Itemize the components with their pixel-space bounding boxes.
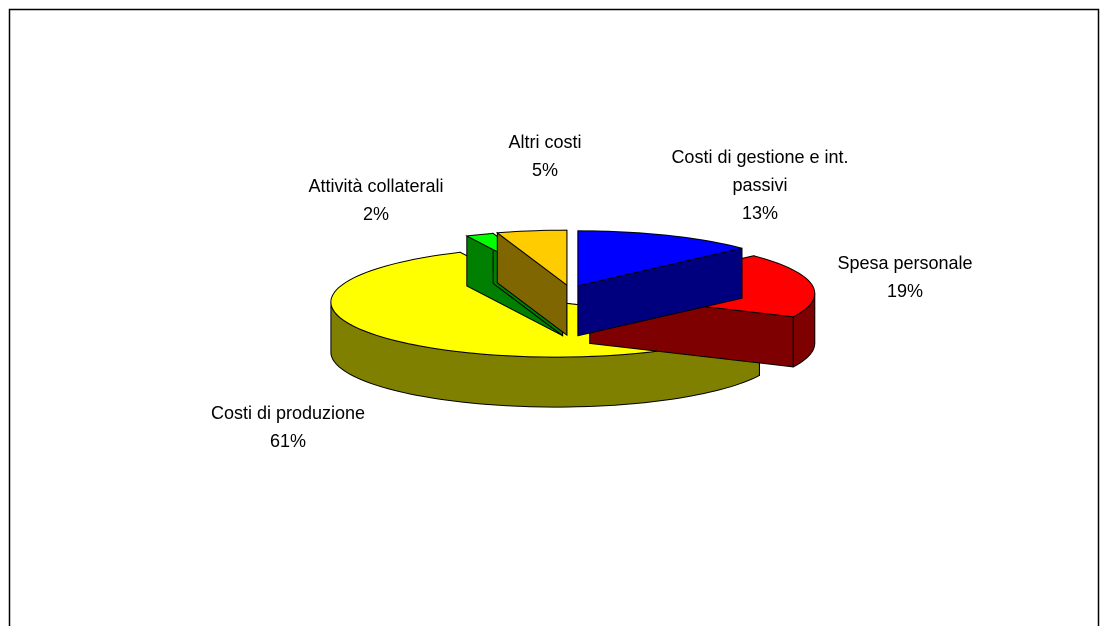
pie-slice xyxy=(577,230,743,287)
slice-label: Costi di gestione e int. passivi 13% xyxy=(670,143,850,227)
category-label: Attività collaterali xyxy=(308,176,444,196)
pie-slice xyxy=(495,229,568,287)
value-label: 5% xyxy=(531,160,558,180)
slice-label: Altri costi 5% xyxy=(465,128,625,184)
value-label: 2% xyxy=(362,204,389,224)
category-label: Spesa personale xyxy=(837,253,973,273)
value-label: 13% xyxy=(741,203,779,223)
value-label: 61% xyxy=(269,431,307,451)
category-label: Altri costi xyxy=(508,132,582,152)
slice-label: Costi di produzione 61% xyxy=(168,399,408,455)
category-label: Costi di gestione e int. passivi xyxy=(671,147,849,195)
category-label: Costi di produzione xyxy=(210,403,366,423)
value-label: 19% xyxy=(886,281,924,301)
chart-border xyxy=(8,8,1100,626)
slice-label: Spesa personale 19% xyxy=(805,249,1005,305)
slice-label: Attività collaterali 2% xyxy=(256,172,496,228)
